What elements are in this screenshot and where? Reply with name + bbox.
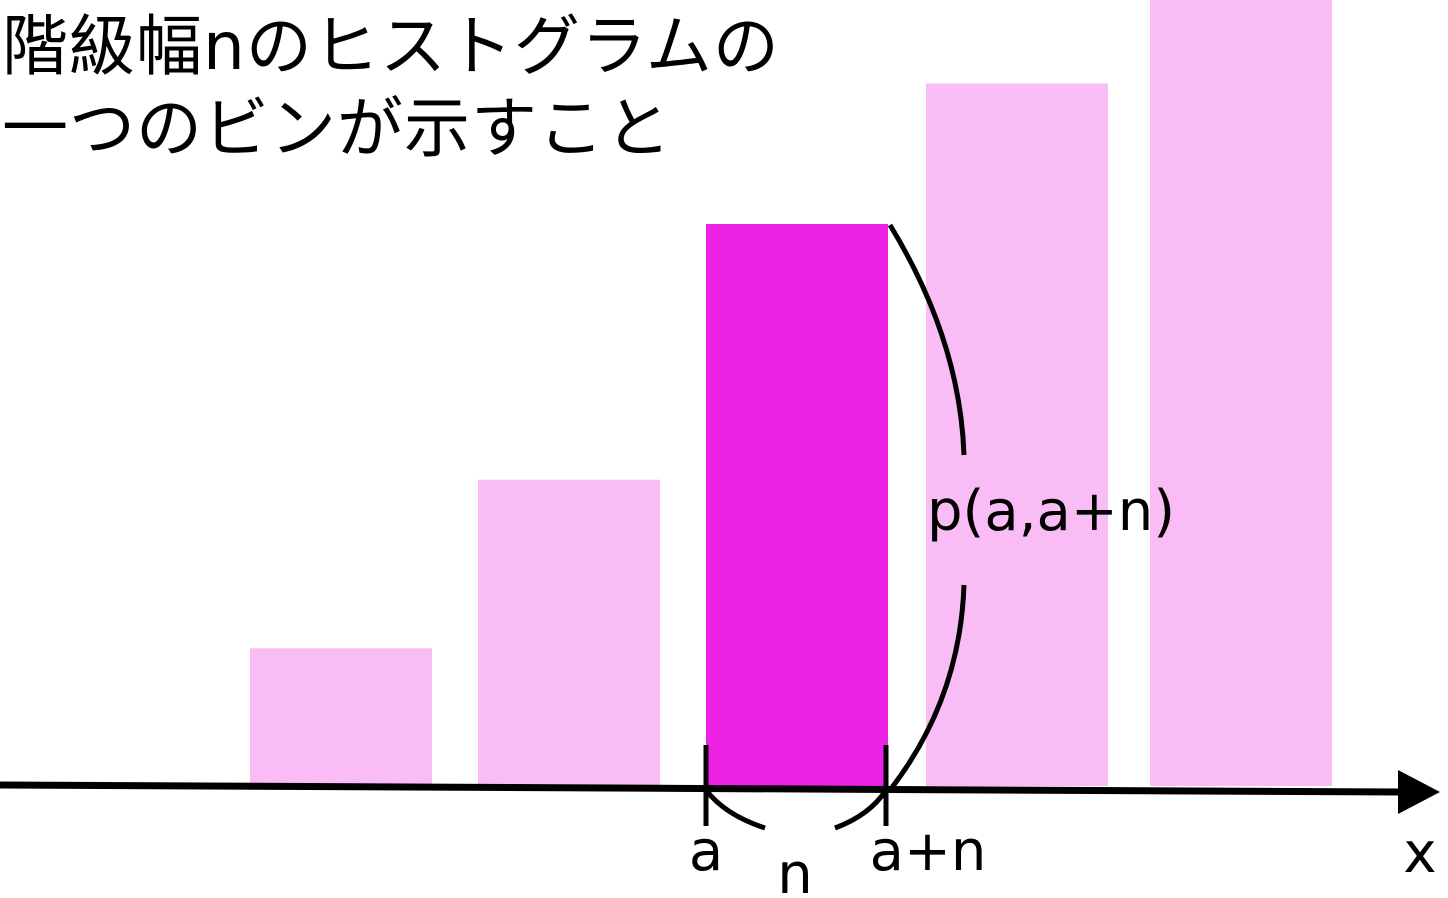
histogram-bar (926, 83, 1108, 786)
x-axis-line (0, 781, 1401, 796)
bin-end-label: a+n (870, 819, 987, 884)
probability-brace-top (887, 223, 967, 456)
histogram-bar (250, 648, 432, 786)
diagram-title: 階級幅nのヒストグラムの 一つのビンが示すこと (2, 6, 780, 170)
bin-width-brace-left (704, 788, 766, 831)
title-line-2: 一つのビンが示すこと (2, 90, 672, 167)
bin-width-brace-right (834, 788, 889, 831)
probability-brace-bottom (888, 584, 967, 792)
histogram-bars (250, 0, 1332, 786)
x-axis-label: x (1403, 821, 1436, 886)
probability-label: p(a,a+n) (927, 479, 1175, 544)
histogram-bar (1150, 0, 1332, 786)
histogram-bar-highlighted (706, 224, 888, 786)
bin-start-label: a (689, 819, 723, 884)
title-line-1: 階級幅nのヒストグラムの (2, 8, 780, 85)
histogram-bar (478, 479, 660, 786)
bin-width-label: n (777, 842, 813, 898)
x-axis-arrowhead (1398, 770, 1440, 814)
